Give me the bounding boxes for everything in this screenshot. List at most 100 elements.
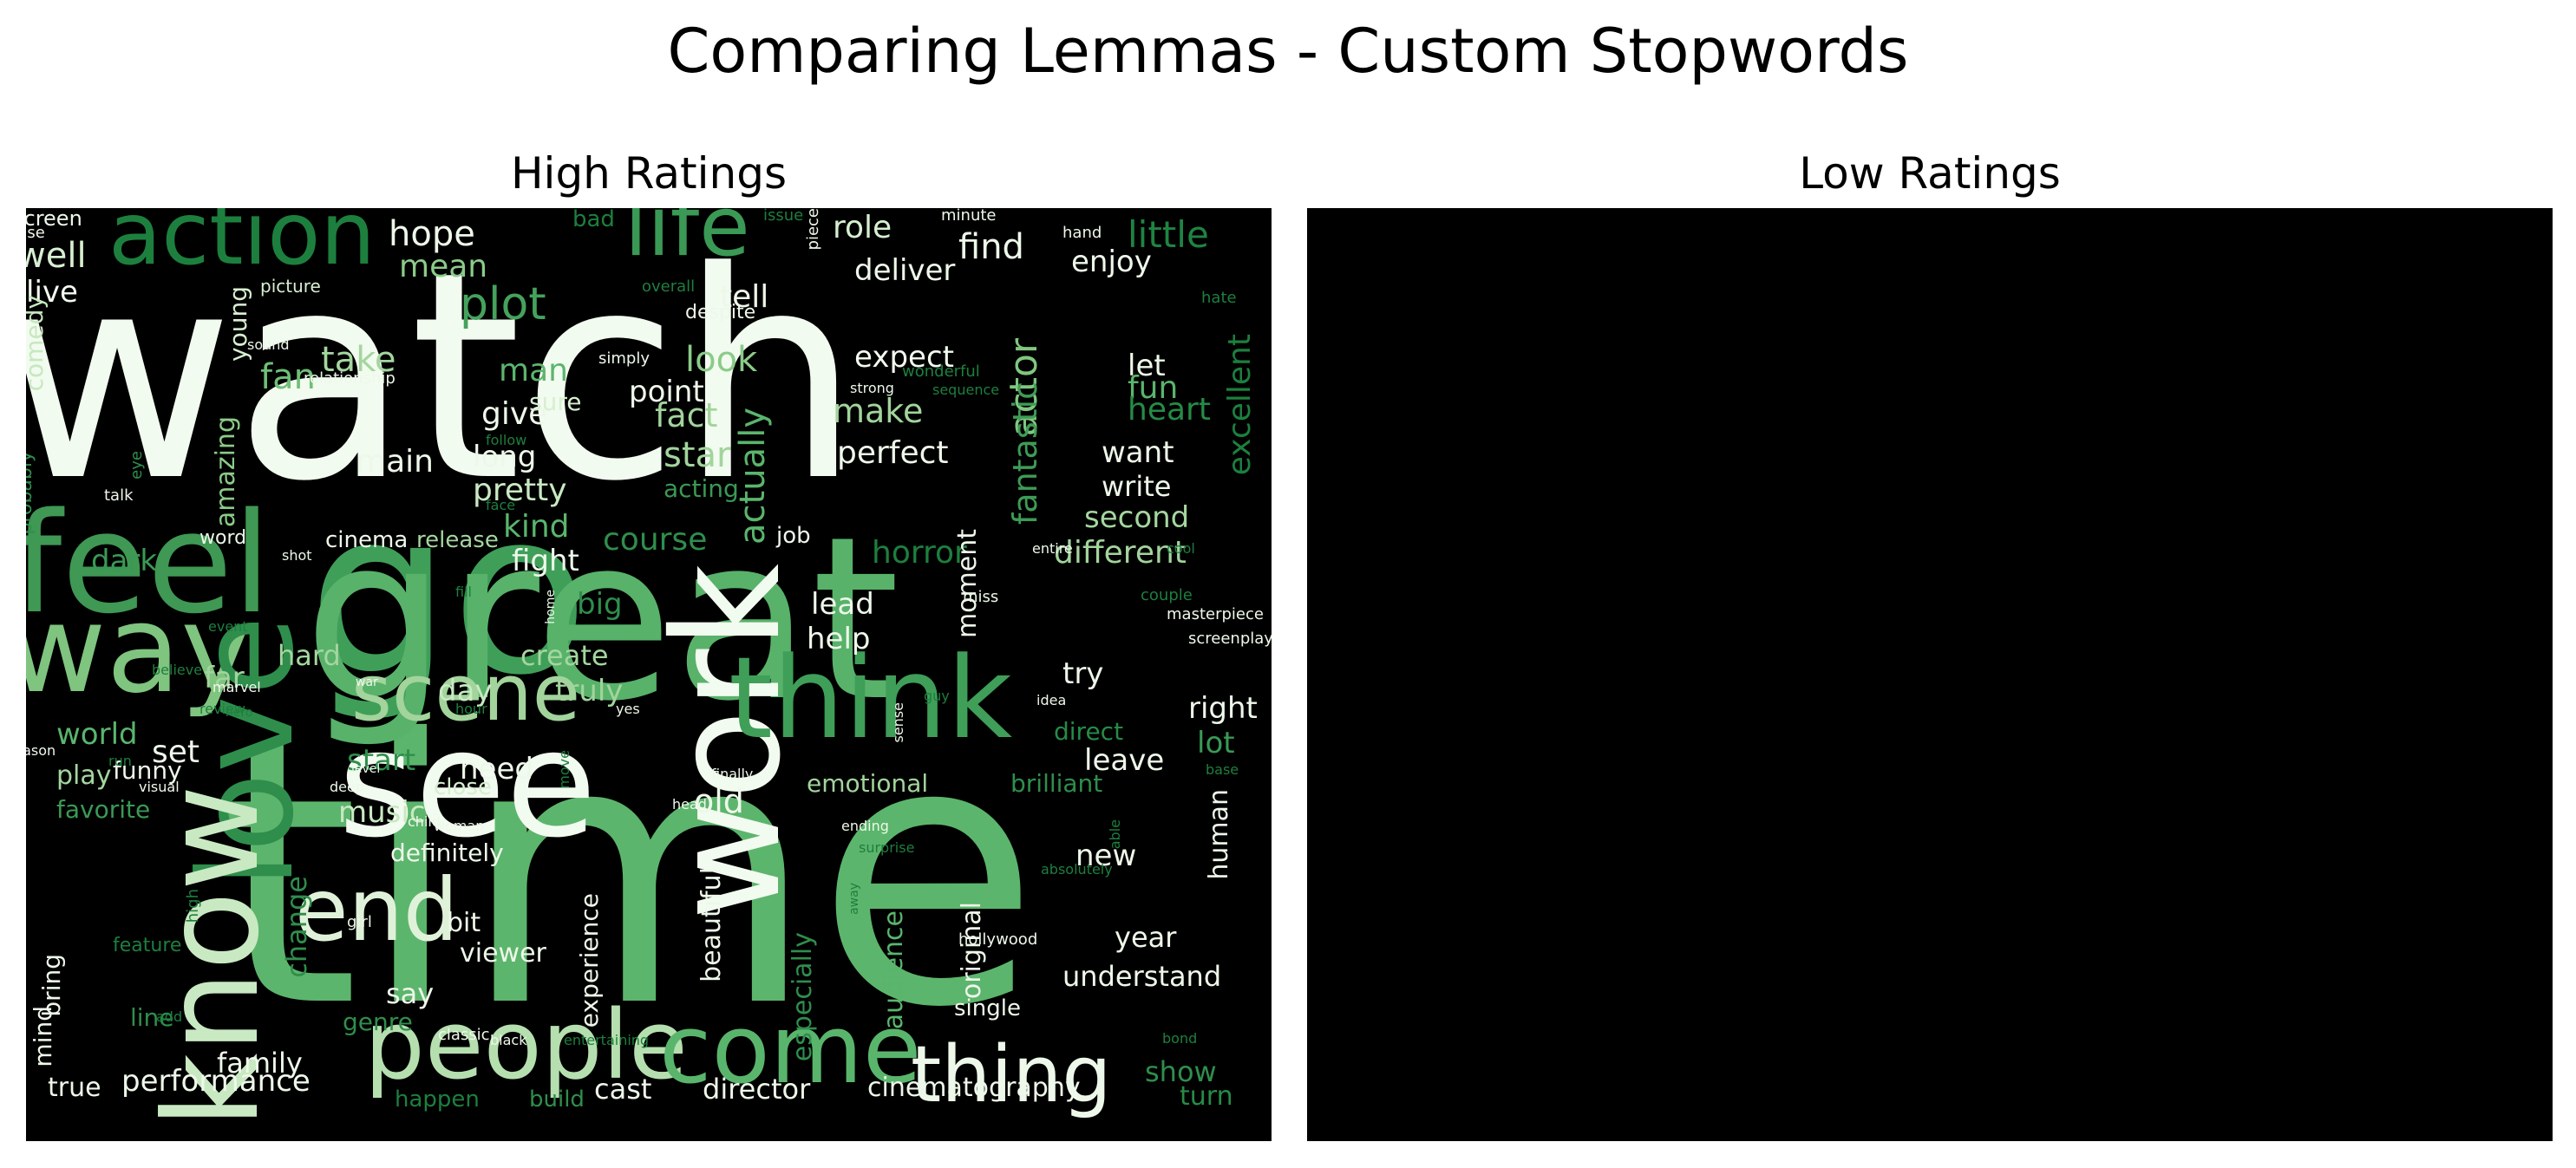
cloud-word: wonderful xyxy=(902,362,980,381)
cloud-word: entertaining xyxy=(564,1032,650,1048)
cloud-word: want xyxy=(1102,435,1174,470)
cloud-word: talk xyxy=(104,486,134,505)
cloud-word: acting xyxy=(664,474,739,503)
cloud-word: heart xyxy=(1128,392,1211,427)
cloud-word: hollywood xyxy=(958,930,1038,949)
cloud-word: minute xyxy=(941,208,997,225)
cloud-word: sound xyxy=(247,336,290,353)
cloud-word: pretty xyxy=(473,473,567,508)
cloud-word: shot xyxy=(282,547,312,564)
cloud-word: relationship xyxy=(304,369,396,388)
cloud-word: audience xyxy=(879,910,909,1030)
cloud-word: piece xyxy=(803,208,822,251)
cloud-word: run xyxy=(108,753,132,769)
cloud-word: write xyxy=(1102,470,1172,503)
cloud-word: way xyxy=(26,579,253,721)
cloud-word: old xyxy=(694,782,744,820)
cloud-word: people xyxy=(364,989,688,1100)
cloud-word: understand xyxy=(1062,960,1222,993)
cloud-word: scene xyxy=(351,648,581,739)
cloud-word: event xyxy=(208,618,248,635)
cloud-word: home xyxy=(543,590,558,624)
cloud-word: war xyxy=(356,675,378,689)
cloud-word: cast xyxy=(594,1073,652,1106)
cloud-word: guy xyxy=(924,688,950,704)
cloud-word: set xyxy=(152,734,200,770)
cloud-word: fact xyxy=(655,396,718,434)
cloud-word: fight xyxy=(512,544,579,578)
cloud-word: start xyxy=(347,743,416,778)
cloud-word: course xyxy=(603,522,708,558)
cloud-word: right xyxy=(1188,691,1258,726)
cloud-word: believe xyxy=(152,662,203,678)
cloud-word: line xyxy=(130,1003,174,1032)
cloud-word: screenplay xyxy=(1188,630,1272,648)
cloud-word: action xyxy=(108,208,376,284)
cloud-word: see xyxy=(338,699,597,871)
cloud-word: fun xyxy=(1128,370,1179,406)
cloud-word: mind xyxy=(28,1006,57,1067)
cloud-word: surprise xyxy=(859,839,915,856)
cloud-word: happen xyxy=(395,1086,480,1113)
cloud-word: sure xyxy=(529,388,582,416)
cloud-word: second xyxy=(1084,500,1190,535)
cloud-word: family xyxy=(217,1047,303,1080)
cloud-word: hour xyxy=(455,701,487,717)
cloud-word: horror xyxy=(872,535,967,571)
word-cloud-low-ratings: gobadwayfeelwatchthinktimecomeworkknowth… xyxy=(1307,208,2553,1141)
cloud-word: hope xyxy=(389,214,475,254)
panel-title-low: Low Ratings xyxy=(1799,148,2061,199)
cloud-word: role xyxy=(833,210,892,245)
cloud-word: visual xyxy=(139,779,180,795)
cloud-word: bond xyxy=(1162,1030,1198,1047)
cloud-word: well xyxy=(26,236,87,276)
cloud-word: help xyxy=(807,622,871,656)
cloud-word: plot xyxy=(460,278,546,330)
cloud-word: try xyxy=(1062,656,1104,691)
cloud-word: live xyxy=(26,275,78,310)
cloud-word: level xyxy=(351,762,381,776)
cloud-word: cool xyxy=(1167,540,1195,557)
cloud-word: day xyxy=(438,674,493,708)
cloud-word: long xyxy=(473,440,537,474)
cloud-word: marvel xyxy=(212,679,261,695)
cloud-word: issue xyxy=(763,208,804,225)
cloud-word: favorite xyxy=(56,795,151,824)
cloud-word: hand xyxy=(1062,224,1102,242)
word-cloud-high-ratings: watch time go great feel way love know see work sc… xyxy=(26,208,1272,1141)
cloud-word: masterpiece xyxy=(1167,605,1264,623)
cloud-word: release xyxy=(416,527,499,553)
cloud-word: beautiful xyxy=(696,867,727,982)
cloud-word: little xyxy=(1128,213,1209,256)
cloud-word: turn xyxy=(1180,1081,1233,1112)
cloud-word: screen xyxy=(26,208,82,231)
cloud-word: hero xyxy=(226,706,253,720)
cloud-word: actually xyxy=(733,408,773,545)
cloud-word: woman xyxy=(434,818,485,834)
cloud-word: point xyxy=(629,375,704,409)
cloud-word: life xyxy=(624,208,750,275)
cloud-word: fan xyxy=(260,357,316,397)
cloud-word: picture xyxy=(260,276,321,297)
cloud-word: leave xyxy=(1084,743,1165,778)
cloud-word: especially xyxy=(788,932,818,1062)
cloud-word: give xyxy=(481,396,548,432)
cloud-word: comedy xyxy=(26,295,49,392)
cloud-word: enjoy xyxy=(1071,245,1152,279)
cloud-word: human xyxy=(1204,789,1234,880)
cloud-word: yes xyxy=(616,701,640,717)
cloud-word: base xyxy=(1206,761,1239,778)
cloud-word: cinema xyxy=(325,527,409,553)
cloud-word: girl xyxy=(347,913,372,931)
cloud-word: music xyxy=(338,795,426,830)
cloud-word: face xyxy=(486,497,516,513)
cloud-word: add xyxy=(156,1008,183,1025)
cloud-word: say xyxy=(386,977,435,1010)
cloud-word: build xyxy=(529,1086,585,1113)
cloud-word: feature xyxy=(113,935,182,956)
cloud-word: director xyxy=(703,1073,811,1106)
cloud-word: move xyxy=(556,750,573,789)
cloud-word: go xyxy=(308,463,590,725)
cloud-word: think xyxy=(729,632,1013,764)
cloud-word: ending xyxy=(841,818,889,834)
